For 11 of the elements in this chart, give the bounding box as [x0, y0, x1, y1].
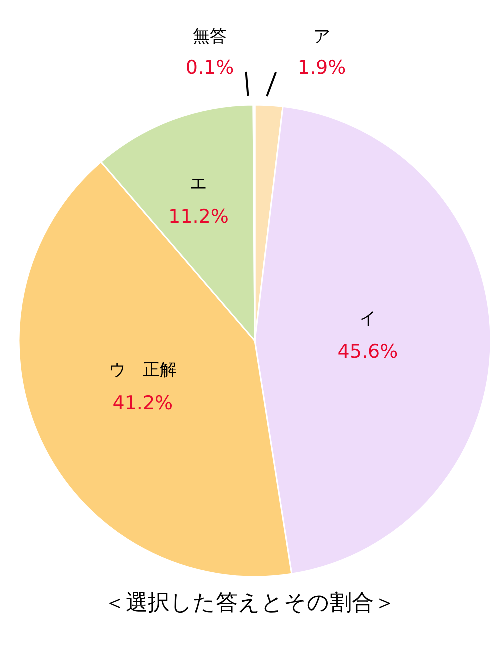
slice-label: 無答: [193, 27, 227, 47]
data-label: 41.2%: [112, 392, 174, 415]
slice-label: ウ 正解: [108, 360, 177, 381]
data-label: 1.9%: [298, 57, 346, 79]
slice-label: エ: [190, 174, 208, 194]
slice-label: イ: [359, 308, 376, 329]
data-label: 0.1%: [186, 57, 234, 79]
text: ＜選択した答えとその割合＞: [103, 590, 397, 618]
data-label: 11.2%: [168, 206, 229, 228]
data-label: 45.6%: [338, 340, 398, 363]
slice-label: ア: [314, 27, 330, 47]
